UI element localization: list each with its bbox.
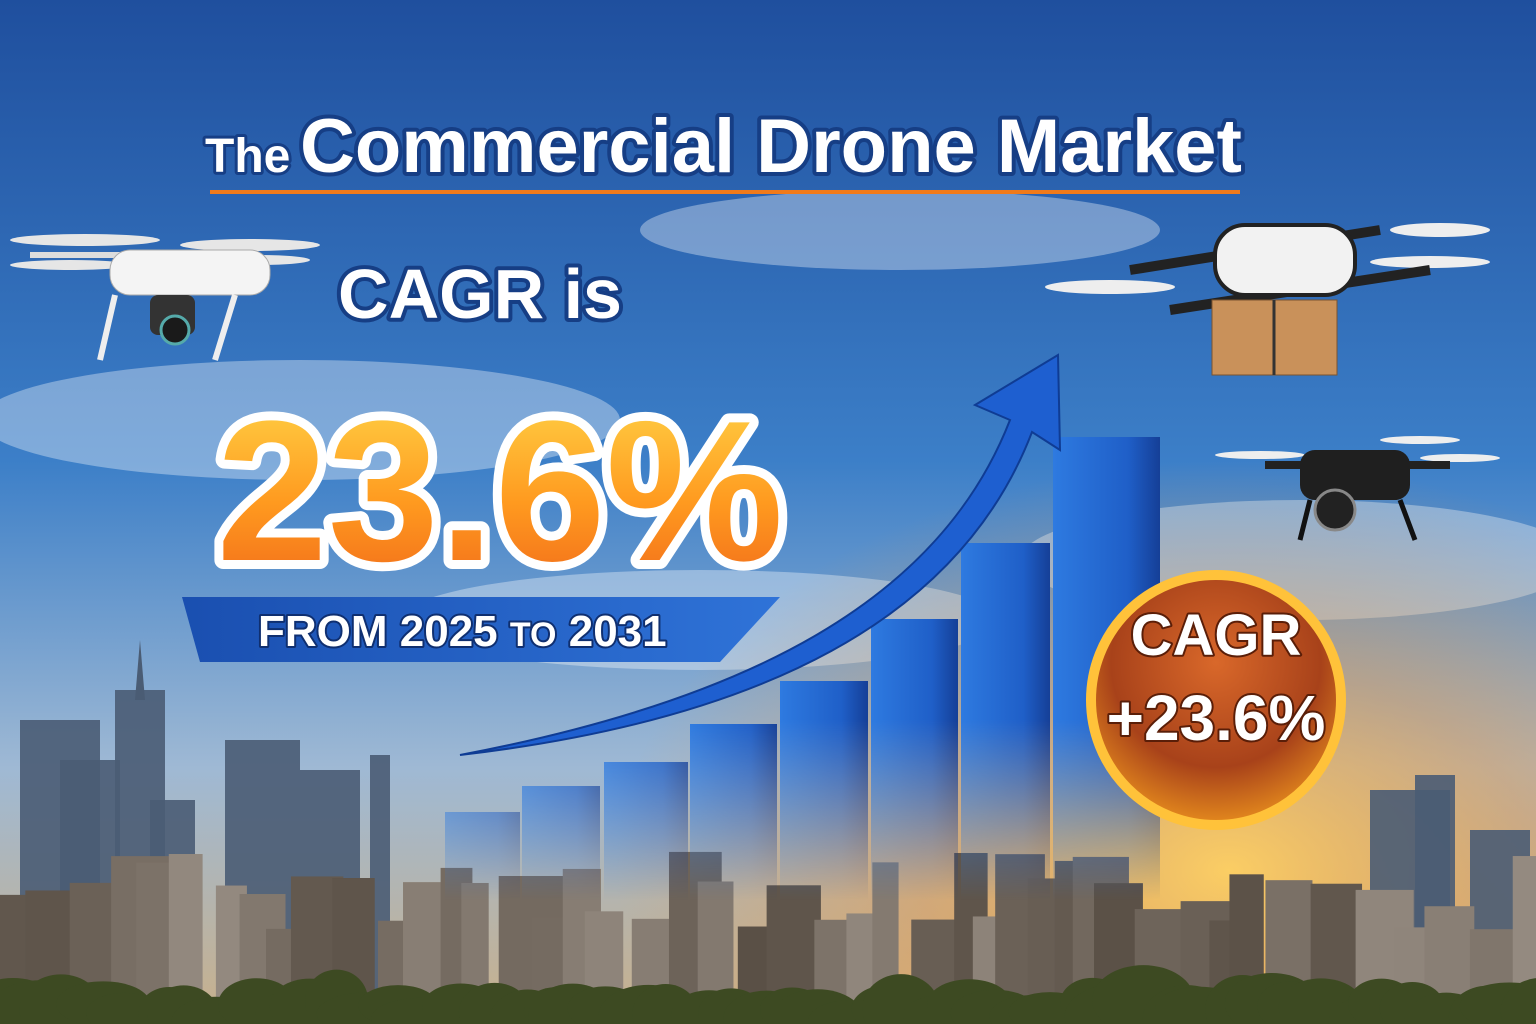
building <box>135 640 145 700</box>
skyline <box>0 640 1536 1024</box>
badge-label: CAGR <box>1131 603 1302 668</box>
drone-delivery <box>1045 223 1490 376</box>
title-prefix: The <box>205 130 290 183</box>
banner-from: FROM 2025 <box>258 607 498 656</box>
drone-camera <box>1215 436 1500 541</box>
tree <box>1500 978 1536 1024</box>
title: Commercial Drone Market <box>300 104 1242 189</box>
banner-ribbon <box>182 597 780 662</box>
bar <box>780 681 868 902</box>
bar <box>604 762 688 902</box>
bar <box>522 786 600 902</box>
bar <box>961 543 1050 902</box>
banner-to: TO <box>510 616 557 654</box>
drone-white <box>10 234 320 361</box>
banner-end: 2031 <box>569 607 667 656</box>
badge-value: +23.6% <box>1107 682 1326 754</box>
bar <box>445 812 520 902</box>
badge <box>1086 570 1346 830</box>
bar <box>871 619 958 902</box>
headline-value: 23.6% <box>216 380 783 603</box>
growth-arrow <box>459 353 1062 756</box>
banner-text: FROM 2025 TO 2031 <box>258 607 667 656</box>
bar <box>690 724 777 902</box>
headline-lead: CAGR is <box>338 255 622 333</box>
